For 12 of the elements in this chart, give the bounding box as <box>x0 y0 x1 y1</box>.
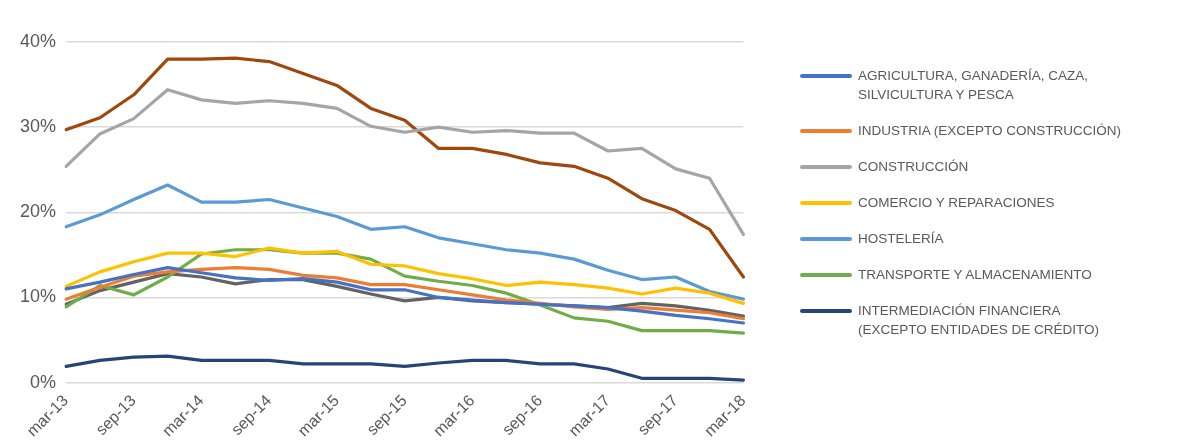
legend-label: INTERMEDIACIÓN FINANCIERA (EXCEPTO ENTIDADES DE CRÉDITO) <box>858 302 1101 339</box>
legend-label: TRANSPORTE Y ALMACENAMIENTO <box>858 266 1092 284</box>
legend-label: HOSTELERÍA <box>858 230 944 248</box>
y-tick-label: 40% <box>20 30 57 51</box>
y-tick-label: 20% <box>20 201 57 222</box>
y-tick-label: 30% <box>20 116 57 137</box>
y-tick-label: 10% <box>20 286 57 307</box>
y-tick-label: 0% <box>30 371 57 392</box>
legend-label: COMERCIO Y REPARACIONES <box>858 194 1055 212</box>
legend-label: CONSTRUCCIÓN <box>858 158 969 176</box>
legend-label: INDUSTRIA (EXCEPTO CONSTRUCCIÓN) <box>858 122 1122 140</box>
legend-label: AGRICULTURA, GANADERÍA, CAZA, SILVICULTURA Y PESCA <box>858 67 1090 104</box>
